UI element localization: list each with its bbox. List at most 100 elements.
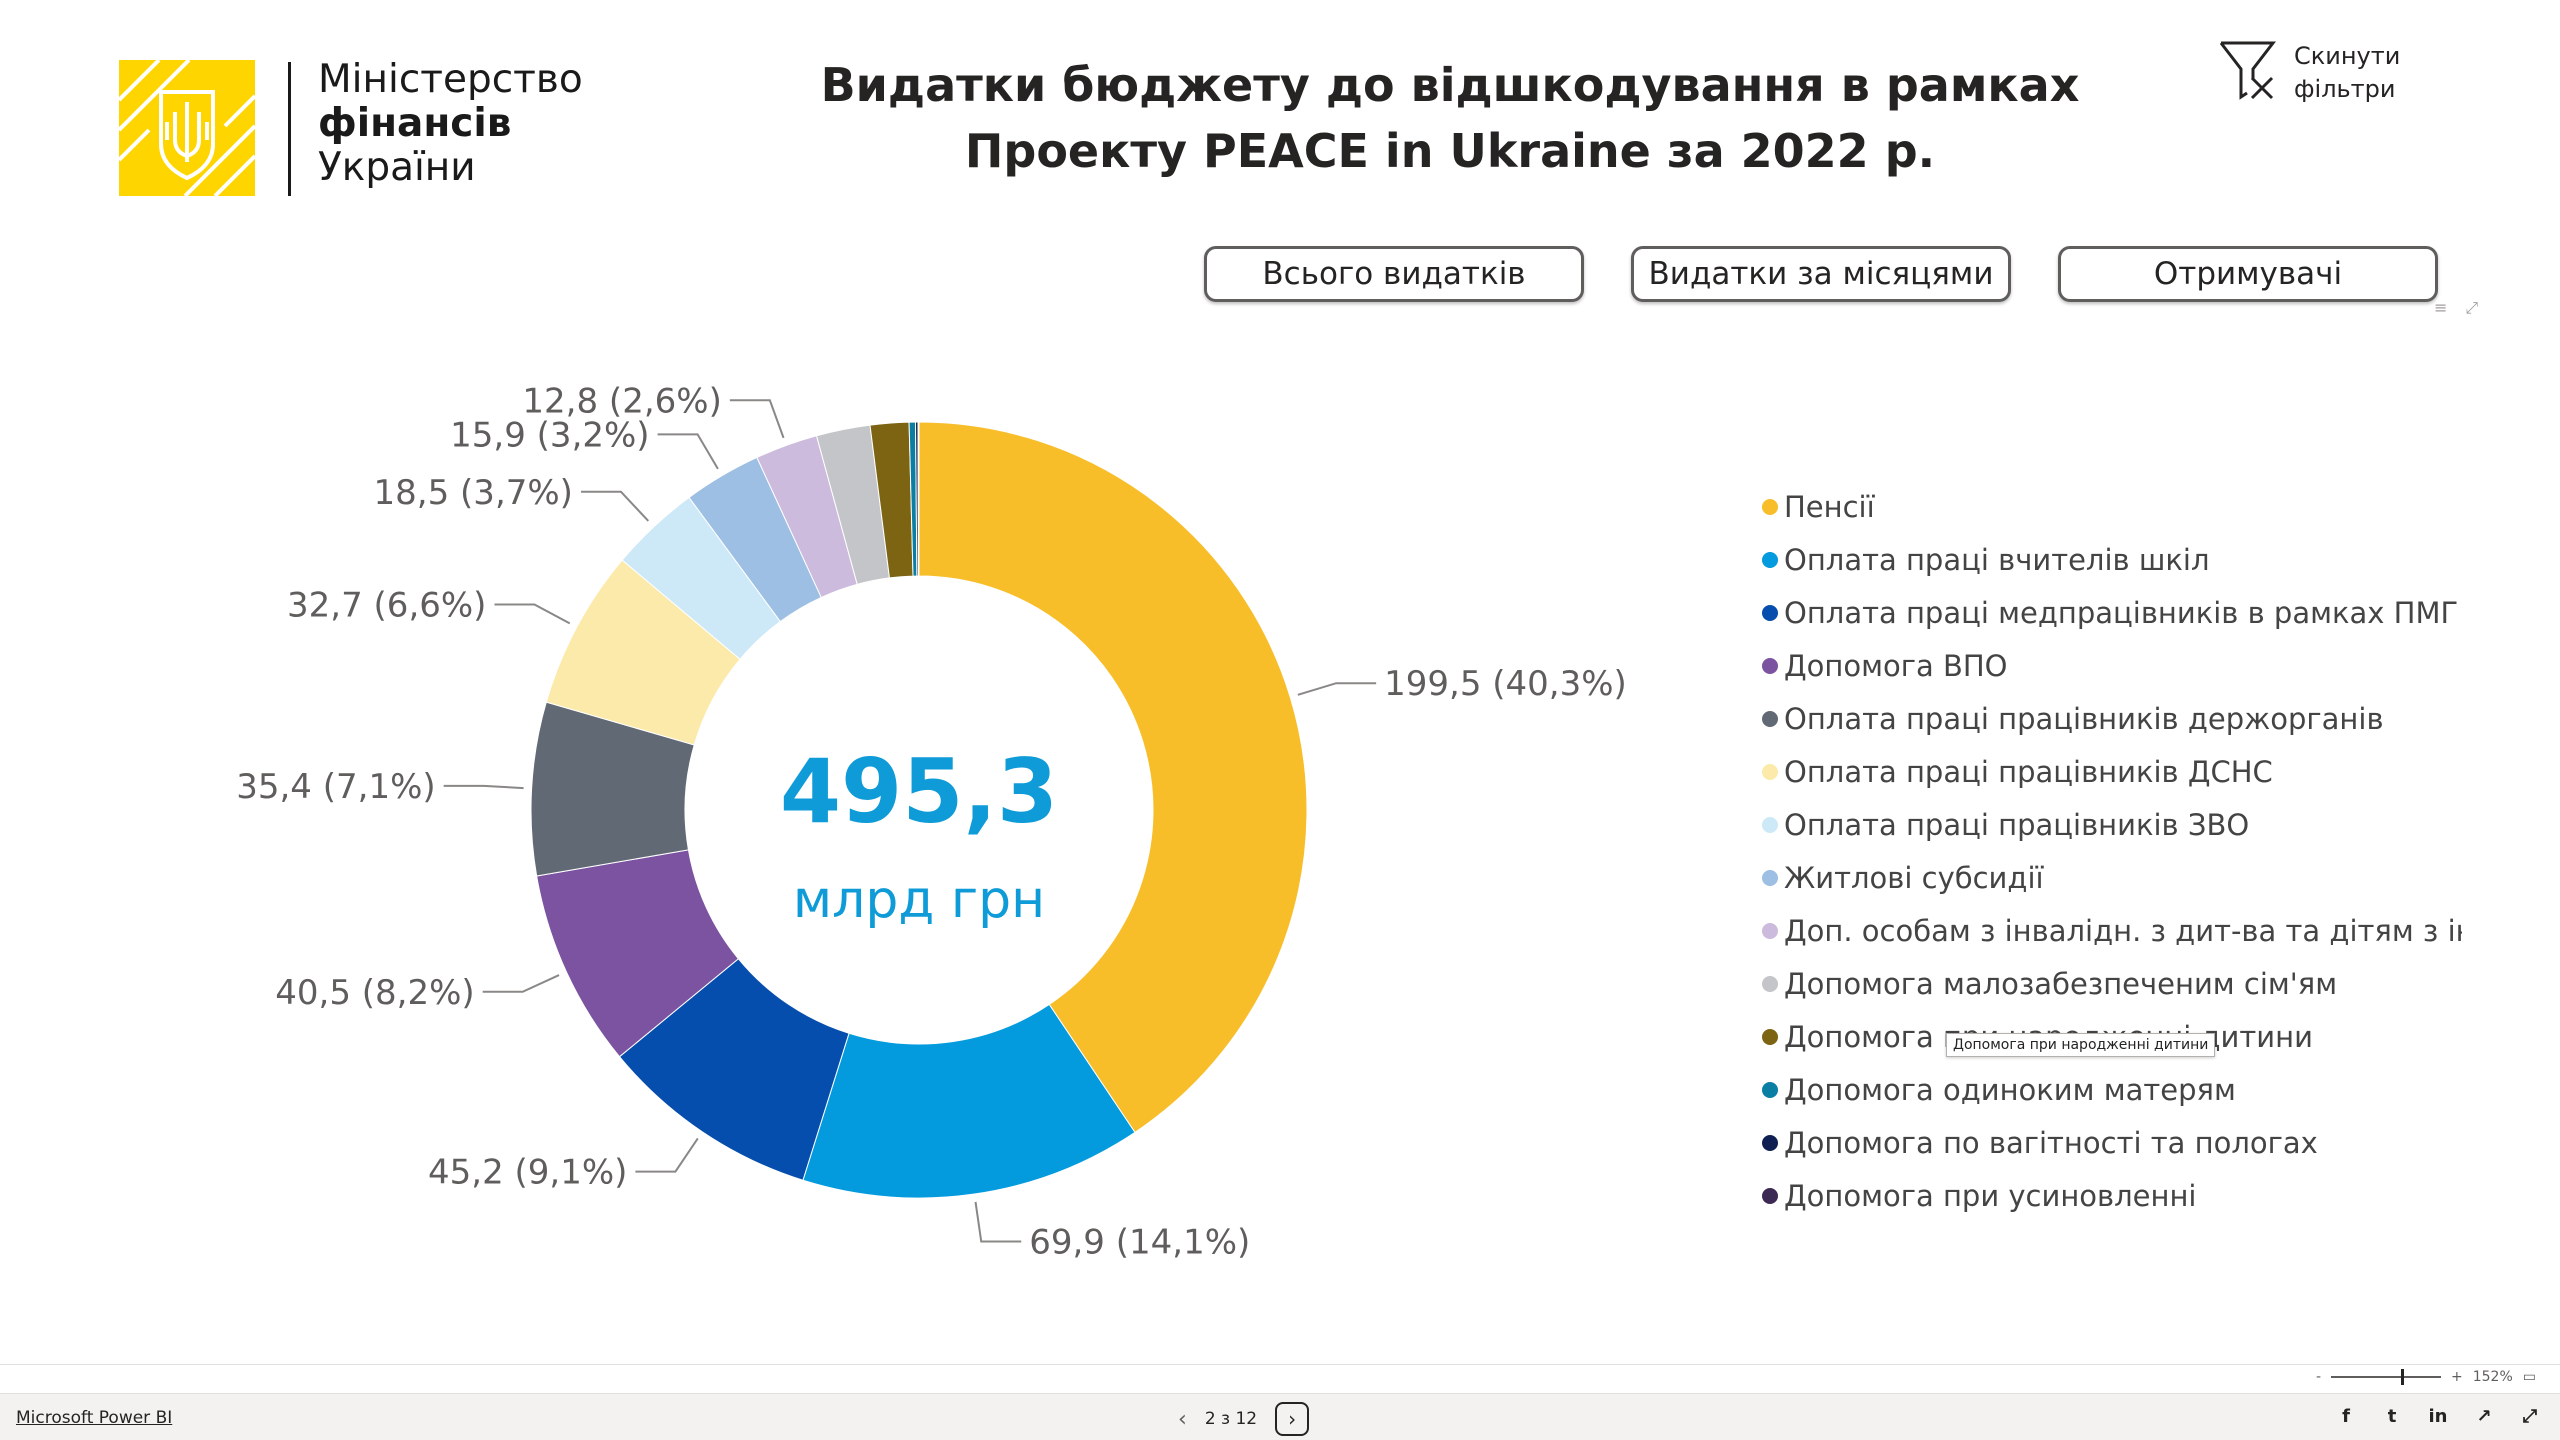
legend-marker-icon — [1762, 1081, 1778, 1098]
leader-line-3 — [482, 974, 560, 993]
visual-filter-icon[interactable]: ≡ — [2434, 298, 2448, 317]
donut-slice-1[interactable] — [802, 1003, 1136, 1199]
footer-bar: Microsoft Power BI ‹ 2 з 12 › f t in ↗ ⤢ — [0, 1393, 2560, 1440]
recipients-button[interactable]: Отримувачі — [2058, 246, 2438, 302]
legend-label: Житлові субсидії — [1784, 860, 2044, 895]
zoom-slider[interactable] — [2331, 1369, 2441, 1385]
chart-legend: Пенсії Оплата праці вчителів шкіл Оплата п… — [1762, 480, 2462, 1222]
legend-item-9[interactable]: Допомога малозабезпеченим сім'ям — [1762, 957, 2462, 1010]
legend-marker-icon — [1762, 604, 1778, 621]
legend-label: Допомога малозабезпеченим сім'ям — [1784, 966, 2338, 1001]
page-indicator: 2 з 12 — [1204, 1409, 1258, 1429]
legend-item-2[interactable]: Оплата праці медпрацівників в рамках ПМГ — [1762, 586, 2462, 639]
ministry-line2: фінансів — [318, 101, 512, 146]
leader-line-7 — [657, 433, 719, 470]
data-label-3: 40,5 (8,2%) — [275, 973, 474, 1013]
leader-line-8 — [729, 399, 785, 439]
legend-label: Оплата праці медпрацівників в рамках ПМГ — [1784, 595, 2459, 630]
monthly-expenses-button[interactable]: Видатки за місяцями — [1631, 246, 2011, 302]
data-label-1: 69,9 (14,1%) — [1029, 1223, 1250, 1263]
data-label-5: 32,7 (6,6%) — [287, 586, 486, 626]
legend-tooltip: Допомога при народженні дитини — [1946, 1033, 2216, 1057]
zoom-out-button[interactable]: - — [2315, 1369, 2321, 1385]
legend-marker-icon — [1762, 1134, 1778, 1151]
legend-marker-icon — [1762, 1028, 1778, 1045]
zoom-in-button[interactable]: + — [2451, 1369, 2463, 1385]
data-label-6: 18,5 (3,7%) — [374, 473, 573, 513]
legend-label: Доп. особам з інвалідн. з дит-ва та дітя… — [1784, 913, 2462, 948]
twitter-icon[interactable]: t — [2387, 1405, 2397, 1427]
donut-slice-13[interactable] — [917, 421, 920, 577]
leader-line-5 — [494, 603, 571, 625]
legend-item-8[interactable]: Доп. особам з інвалідн. з дит-ва та дітя… — [1762, 904, 2462, 957]
legend-item-4[interactable]: Оплата праці працівників держорганів — [1762, 692, 2462, 745]
ministry-line3: України — [318, 145, 476, 190]
legend-label: Оплата праці працівників ЗВО — [1784, 807, 2250, 842]
leader-line-2 — [635, 1137, 699, 1173]
zoom-slider-thumb[interactable] — [2401, 1369, 2404, 1385]
chevron-right-icon[interactable]: › — [1275, 1402, 1310, 1436]
visual-header-icons: ≡ ⤢ — [2434, 298, 2478, 318]
legend-marker-icon — [1762, 816, 1778, 833]
legend-marker-icon — [1762, 657, 1778, 674]
legend-item-13[interactable]: Допомога при усиновленні — [1762, 1169, 2462, 1222]
share-icon[interactable]: ↗ — [2476, 1405, 2492, 1427]
total-value: 495,3 — [779, 740, 1059, 843]
data-label-7: 15,9 (3,2%) — [450, 415, 649, 455]
legend-label: Пенсії — [1784, 489, 1875, 524]
legend-item-3[interactable]: Допомога ВПО — [1762, 639, 2462, 692]
chevron-left-icon[interactable]: ‹ — [1178, 1406, 1187, 1432]
legend-label: Допомога одиноким матерям — [1784, 1072, 2236, 1107]
ministry-logo — [119, 60, 255, 196]
fit-page-icon[interactable]: ▭ — [2522, 1369, 2536, 1385]
ministry-line1: Міністерство — [318, 57, 583, 102]
ministry-name: Міністерство фінансів України — [318, 58, 583, 190]
total-expenses-button[interactable]: Всього видатків — [1204, 246, 1584, 302]
data-label-2: 45,2 (9,1%) — [428, 1153, 627, 1193]
legend-label: Оплата праці працівників держорганів — [1784, 701, 2384, 736]
share-icons: f t in ↗ ⤢ — [2334, 1404, 2542, 1428]
linkedin-icon[interactable]: in — [2428, 1405, 2448, 1427]
donut-chart: 199,5 (40,3%) 69,9 (14,1%) 45,2 (9,1%) 40,5… — [236, 381, 1627, 1263]
data-label-0: 199,5 (40,3%) — [1384, 664, 1627, 704]
filter-clear-icon — [2219, 41, 2276, 100]
zoom-level: 152% — [2472, 1369, 2513, 1385]
facebook-icon[interactable]: f — [2342, 1405, 2350, 1427]
zoom-control: - + 152% ▭ — [2316, 1369, 2536, 1385]
legend-marker-icon — [1762, 498, 1778, 515]
power-bi-link[interactable]: Microsoft Power BI — [16, 1408, 173, 1428]
legend-label: Допомога по вагітності та пологах — [1784, 1125, 2318, 1160]
logo-separator — [288, 62, 291, 196]
total-unit: млрд грн — [792, 870, 1046, 930]
legend-marker-icon — [1762, 922, 1778, 939]
legend-item-6[interactable]: Оплата праці працівників ЗВО — [1762, 798, 2462, 851]
legend-item-1[interactable]: Оплата праці вчителів шкіл — [1762, 533, 2462, 586]
legend-item-7[interactable]: Житлові субсидії — [1762, 851, 2462, 904]
fullscreen-icon[interactable]: ⤢ — [2522, 1405, 2538, 1427]
page-navigator: ‹ 2 з 12 › — [1178, 1402, 1310, 1436]
zoom-bar: - + 152% ▭ — [0, 1364, 2560, 1392]
legend-label: Оплата праці вчителів шкіл — [1784, 542, 2210, 577]
legend-item-0[interactable]: Пенсії — [1762, 480, 2462, 533]
leader-line-1 — [974, 1201, 1022, 1243]
legend-label: Допомога при усиновленні — [1784, 1178, 2197, 1213]
legend-item-5[interactable]: Оплата праці працівників ДСНС — [1762, 745, 2462, 798]
trident-logo-icon — [119, 60, 255, 196]
legend-item-11[interactable]: Допомога одиноким матерям — [1762, 1063, 2462, 1116]
legend-marker-icon — [1762, 869, 1778, 886]
legend-marker-icon — [1762, 1187, 1778, 1204]
reset-filters-label: Скинути фільтри — [2294, 42, 2401, 103]
title-line1: Видатки бюджету до відшкодування в рамка… — [820, 58, 2080, 112]
reset-filters-button[interactable]: Скинути фільтри — [2218, 40, 2404, 106]
title-line2: Проекту PEACE in Ukraine за 2022 р. — [964, 124, 1936, 178]
focus-mode-icon[interactable]: ⤢ — [2465, 298, 2479, 317]
data-label-8: 12,8 (2,6%) — [522, 381, 721, 421]
legend-marker-icon — [1762, 710, 1778, 727]
legend-item-12[interactable]: Допомога по вагітності та пологах — [1762, 1116, 2462, 1169]
leader-line-6 — [580, 490, 650, 522]
leader-line-4 — [443, 784, 524, 790]
legend-marker-icon — [1762, 975, 1778, 992]
donut-slice-0[interactable] — [918, 421, 1308, 1134]
data-label-4: 35,4 (7,1%) — [236, 767, 435, 807]
legend-marker-icon — [1762, 551, 1778, 568]
